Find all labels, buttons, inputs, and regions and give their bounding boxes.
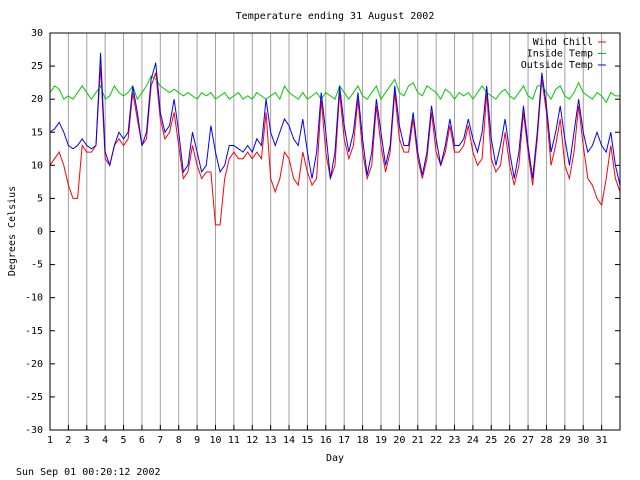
y-tick-label: 15 (31, 127, 43, 138)
x-tick-label: 5 (121, 435, 127, 446)
legend-label: Inside Temp (527, 49, 593, 60)
y-tick-label: -15 (25, 326, 43, 337)
x-tick-label: 6 (139, 435, 145, 446)
x-tick-label: 3 (84, 435, 90, 446)
x-tick-label: 11 (228, 435, 240, 446)
data-line (49, 66, 621, 226)
x-tick-label: 29 (559, 435, 571, 446)
data-line (49, 75, 620, 104)
x-tick-label: 2 (65, 435, 71, 446)
x-tick-label: 15 (301, 435, 313, 446)
x-tick-label: 20 (393, 435, 405, 446)
x-tick-label: 24 (467, 435, 479, 446)
x-tick-label: 23 (448, 435, 460, 446)
y-tick-label: -25 (25, 392, 43, 403)
x-tick-label: 14 (283, 435, 295, 446)
y-tick-label: 5 (37, 193, 43, 204)
x-tick-label: 30 (577, 435, 589, 446)
x-tick-label: 25 (485, 435, 497, 446)
y-tick-label: 10 (31, 160, 43, 171)
y-tick-label: -20 (25, 359, 43, 370)
x-tick-label: 8 (176, 435, 182, 446)
legend-label: Outside Temp (521, 60, 593, 71)
y-tick-label: 0 (37, 227, 43, 238)
y-tick-label: 20 (31, 94, 43, 105)
x-tick-label: 1 (47, 435, 53, 446)
data-line (49, 52, 621, 186)
x-tick-label: 26 (504, 435, 516, 446)
y-tick-label: 25 (31, 61, 43, 72)
y-tick-label: -5 (31, 260, 43, 271)
x-tick-label: 10 (209, 435, 221, 446)
x-tick-label: 21 (412, 435, 424, 446)
y-tick-label: -30 (25, 425, 43, 436)
y-axis-label: Degrees Celsius (7, 186, 18, 276)
x-tick-label: 31 (596, 435, 608, 446)
x-tick-label: 17 (338, 435, 350, 446)
x-tick-label: 13 (265, 435, 277, 446)
x-tick-label: 19 (375, 435, 387, 446)
y-tick-label: -10 (25, 293, 43, 304)
x-tick-label: 18 (357, 435, 369, 446)
legend-label: Wind Chill (533, 37, 593, 48)
plot-frame (49, 32, 621, 431)
timestamp: Sun Sep 01 00:20:12 2002 (16, 467, 161, 478)
x-tick-label: 16 (320, 435, 332, 446)
x-tick-label: 28 (540, 435, 552, 446)
y-tick-label: 30 (31, 28, 43, 39)
x-tick-label: 22 (430, 435, 442, 446)
x-tick-label: 7 (157, 435, 163, 446)
x-tick-label: 12 (246, 435, 258, 446)
chart-title: Temperature ending 31 August 2002 (236, 11, 435, 22)
x-tick-label: 9 (194, 435, 200, 446)
x-axis-label: Day (326, 453, 344, 464)
x-tick-label: 27 (522, 435, 534, 446)
x-tick-label: 4 (102, 435, 108, 446)
